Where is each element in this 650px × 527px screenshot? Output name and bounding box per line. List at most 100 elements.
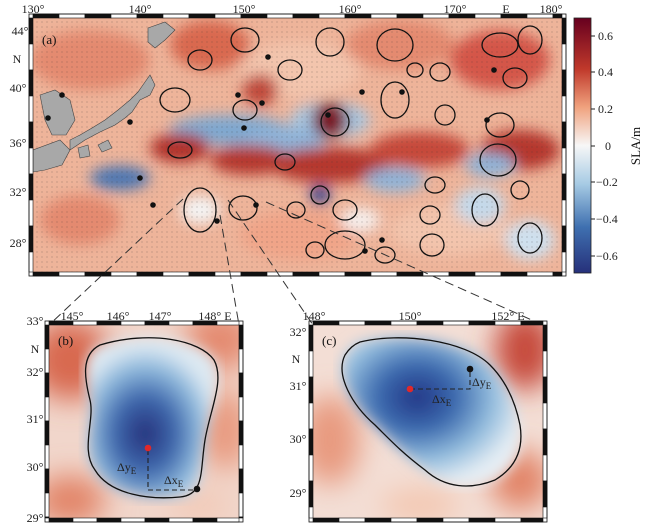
panel-c-lon-tick: 148°: [303, 309, 326, 323]
frame-segment: [192, 517, 218, 523]
panel-c-lat-tick: 32°: [290, 325, 307, 339]
frame-segment: [32, 271, 60, 277]
frame-segment: [542, 480, 548, 508]
frame-segment: [188, 13, 216, 19]
frame-segment: [442, 320, 470, 326]
panel-a-lat-tick: 36°: [10, 136, 27, 150]
frame-segment: [422, 271, 450, 277]
frame-segment: [28, 95, 34, 123]
panel-b-dx-label: ΔxE: [164, 473, 184, 489]
frame-segment: [338, 320, 366, 326]
panel-c-frame: [308, 320, 548, 523]
colorbar: 0.6 0.4 0.2 0 −0.2 −0.4 −0.6 SLA/m: [573, 17, 643, 274]
frame-segment: [238, 444, 244, 470]
colorbar-tick: 0: [605, 139, 611, 153]
frame-segment: [72, 517, 98, 523]
panel-a-lon-tick: E: [502, 2, 509, 16]
frame-segment: [238, 396, 244, 422]
frame-segment: [552, 271, 563, 277]
panel-c: ΔxE ΔyE 148° 150° 152° E 32° N 31° 30° 2…: [290, 309, 548, 523]
frame-segment: [500, 271, 528, 277]
frame-segment: [542, 350, 548, 378]
frame-segment: [344, 271, 372, 277]
frame-segment: [520, 517, 544, 523]
frame-segment: [561, 121, 567, 149]
panel-c-lat-ticks: 32° N 31° 30° 29°: [290, 325, 307, 500]
panel-a-sla-field: [33, 18, 562, 272]
frame-segment: [292, 13, 320, 19]
frame-segment: [561, 199, 567, 227]
frame-segment: [561, 17, 567, 45]
frame-segment: [28, 199, 34, 227]
frame-segment: [44, 324, 50, 350]
frame-segment: [390, 517, 418, 523]
panel-b-lon-tick: 146°: [107, 309, 130, 323]
frame-segment: [168, 517, 194, 523]
panel-c-lat-tick: 30°: [290, 432, 307, 446]
frame-segment: [318, 271, 346, 277]
frame-segment: [542, 506, 548, 519]
panel-c-dy-label: ΔyE: [472, 375, 492, 391]
panel-b-lat-tick: 33°: [27, 314, 44, 328]
frame-segment: [308, 506, 314, 519]
frame-segment: [448, 271, 476, 277]
frame-segment: [28, 43, 34, 71]
frame-segment: [144, 517, 170, 523]
frame-segment: [44, 348, 50, 374]
frame-segment: [364, 517, 392, 523]
frame-segment: [561, 225, 567, 253]
panel-a-lat-tick: 28°: [10, 236, 27, 250]
panel-a-lat-tick: N: [13, 52, 22, 66]
frame-segment: [84, 271, 112, 277]
frame-segment: [468, 517, 496, 523]
panel-b-lat-tick: 30°: [27, 460, 44, 474]
colorbar-tick: −0.6: [596, 249, 618, 263]
frame-segment: [308, 324, 314, 352]
frame-segment: [44, 492, 50, 518]
frame-segment: [58, 271, 86, 277]
frame-segment: [561, 95, 567, 123]
colorbar-ticks: 0.6 0.4 0.2 0 −0.2 −0.4 −0.6: [591, 29, 618, 263]
colorbar-ramp: [573, 17, 592, 274]
panel-c-lat-tick: 31°: [290, 379, 307, 393]
panel-b-lat-tick: N: [31, 342, 40, 356]
frame-segment: [542, 402, 548, 430]
frame-segment: [370, 13, 398, 19]
frame-segment: [162, 13, 190, 19]
panel-b-label: (b): [58, 333, 73, 348]
frame-segment: [44, 516, 50, 519]
frame-segment: [216, 517, 240, 523]
frame-segment: [28, 69, 34, 97]
frame-segment: [561, 69, 567, 97]
frame-segment: [542, 324, 548, 352]
colorbar-tick: −0.2: [596, 175, 618, 189]
frame-segment: [308, 402, 314, 430]
frame-segment: [364, 320, 392, 326]
panel-a-lon-tick: 160°: [339, 2, 362, 16]
panel-b-lon-tick: 147°: [149, 309, 172, 323]
frame-segment: [308, 454, 314, 482]
frame-segment: [96, 517, 122, 523]
panel-c-start-point: [406, 385, 414, 393]
frame-segment: [561, 147, 567, 175]
frame-segment: [238, 372, 244, 398]
panel-a-lon-tick: 140°: [129, 2, 152, 16]
panel-c-end-point: [466, 365, 474, 373]
frame-segment: [44, 468, 50, 494]
panel-a-eddy-contours: [159, 25, 543, 264]
frame-segment: [84, 13, 112, 19]
frame-segment: [28, 251, 34, 273]
panel-b-eddy-contour: [84, 337, 219, 499]
frame-segment: [28, 147, 34, 175]
frame-segment: [188, 271, 216, 277]
colorbar-tick: −0.4: [596, 212, 618, 226]
panel-a-lon-tick: 180°: [540, 2, 563, 16]
frame-segment: [526, 271, 554, 277]
frame-segment: [494, 517, 522, 523]
panel-b-sla-field: ΔyE ΔxE: [49, 325, 239, 518]
panel-a-lon-tick: 170°: [444, 2, 467, 16]
panel-b-lat-tick: 31°: [27, 412, 44, 426]
frame-segment: [542, 428, 548, 456]
panel-a-frame: [28, 13, 567, 277]
frame-segment: [162, 271, 190, 277]
